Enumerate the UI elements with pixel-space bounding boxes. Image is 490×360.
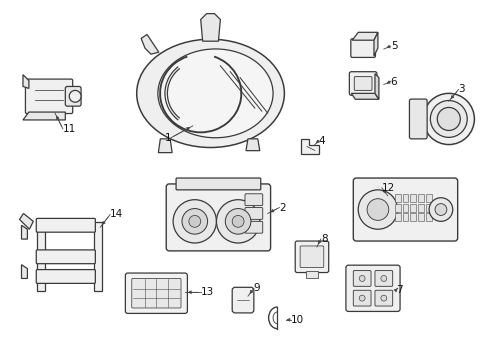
Text: 4: 4 <box>319 136 325 145</box>
FancyBboxPatch shape <box>245 221 263 233</box>
Text: 3: 3 <box>459 84 466 94</box>
FancyBboxPatch shape <box>65 86 81 106</box>
FancyBboxPatch shape <box>354 77 372 90</box>
Circle shape <box>69 90 81 102</box>
Polygon shape <box>375 74 379 99</box>
FancyBboxPatch shape <box>353 271 371 286</box>
Polygon shape <box>374 32 378 56</box>
Bar <box>418 213 424 221</box>
FancyBboxPatch shape <box>125 273 187 314</box>
Text: 2: 2 <box>279 203 286 212</box>
Circle shape <box>359 295 365 301</box>
Text: 9: 9 <box>254 283 261 293</box>
Bar <box>394 194 400 202</box>
Text: 13: 13 <box>201 287 214 297</box>
FancyBboxPatch shape <box>300 246 324 267</box>
FancyBboxPatch shape <box>36 219 96 232</box>
FancyBboxPatch shape <box>295 241 329 273</box>
Circle shape <box>358 190 397 229</box>
Bar <box>411 194 416 202</box>
FancyBboxPatch shape <box>166 184 270 251</box>
FancyBboxPatch shape <box>349 72 377 95</box>
FancyBboxPatch shape <box>176 178 261 190</box>
Ellipse shape <box>158 49 273 138</box>
Bar <box>306 271 318 278</box>
Polygon shape <box>158 139 172 153</box>
FancyBboxPatch shape <box>245 194 263 206</box>
Text: 11: 11 <box>63 124 76 134</box>
FancyBboxPatch shape <box>410 99 427 139</box>
Circle shape <box>232 215 244 227</box>
Bar <box>426 213 432 221</box>
Bar <box>411 213 416 221</box>
Polygon shape <box>246 139 260 150</box>
Circle shape <box>430 100 467 138</box>
Bar <box>426 194 432 202</box>
Bar <box>426 204 432 212</box>
FancyBboxPatch shape <box>353 290 371 306</box>
Text: 7: 7 <box>395 285 402 295</box>
Circle shape <box>381 275 387 282</box>
Bar <box>418 204 424 212</box>
Text: 12: 12 <box>382 183 395 193</box>
FancyBboxPatch shape <box>353 178 458 241</box>
Circle shape <box>429 198 453 221</box>
Circle shape <box>173 200 217 243</box>
Circle shape <box>359 275 365 282</box>
Bar <box>402 213 409 221</box>
Bar <box>394 204 400 212</box>
Polygon shape <box>20 213 33 229</box>
Polygon shape <box>201 14 220 41</box>
Text: 14: 14 <box>110 210 123 220</box>
Circle shape <box>217 200 260 243</box>
FancyBboxPatch shape <box>132 278 181 308</box>
Circle shape <box>225 208 251 234</box>
FancyBboxPatch shape <box>232 287 254 313</box>
Bar <box>402 194 409 202</box>
Polygon shape <box>22 265 27 278</box>
Ellipse shape <box>137 39 284 148</box>
Polygon shape <box>301 139 319 154</box>
Polygon shape <box>23 75 29 89</box>
FancyBboxPatch shape <box>351 39 375 58</box>
Bar <box>402 204 409 212</box>
Polygon shape <box>352 32 378 40</box>
Circle shape <box>435 204 447 215</box>
Text: 10: 10 <box>291 315 304 325</box>
FancyBboxPatch shape <box>245 208 263 219</box>
FancyBboxPatch shape <box>36 250 96 264</box>
FancyBboxPatch shape <box>36 270 96 283</box>
Bar <box>95 222 102 291</box>
FancyBboxPatch shape <box>346 265 400 311</box>
Polygon shape <box>351 93 379 99</box>
FancyBboxPatch shape <box>375 290 392 306</box>
Bar <box>394 213 400 221</box>
Bar <box>37 222 45 291</box>
FancyBboxPatch shape <box>375 271 392 286</box>
Bar <box>411 204 416 212</box>
Text: 8: 8 <box>321 234 327 244</box>
Text: 6: 6 <box>391 77 397 86</box>
Circle shape <box>437 107 460 130</box>
Polygon shape <box>22 225 27 239</box>
Circle shape <box>423 93 474 145</box>
Polygon shape <box>23 112 65 120</box>
Text: 1: 1 <box>165 133 171 143</box>
Circle shape <box>189 215 201 227</box>
Polygon shape <box>141 35 159 54</box>
Circle shape <box>381 295 387 301</box>
Text: 5: 5 <box>391 41 397 51</box>
FancyBboxPatch shape <box>25 79 73 113</box>
Bar <box>418 194 424 202</box>
Circle shape <box>182 208 208 234</box>
Circle shape <box>367 199 389 220</box>
